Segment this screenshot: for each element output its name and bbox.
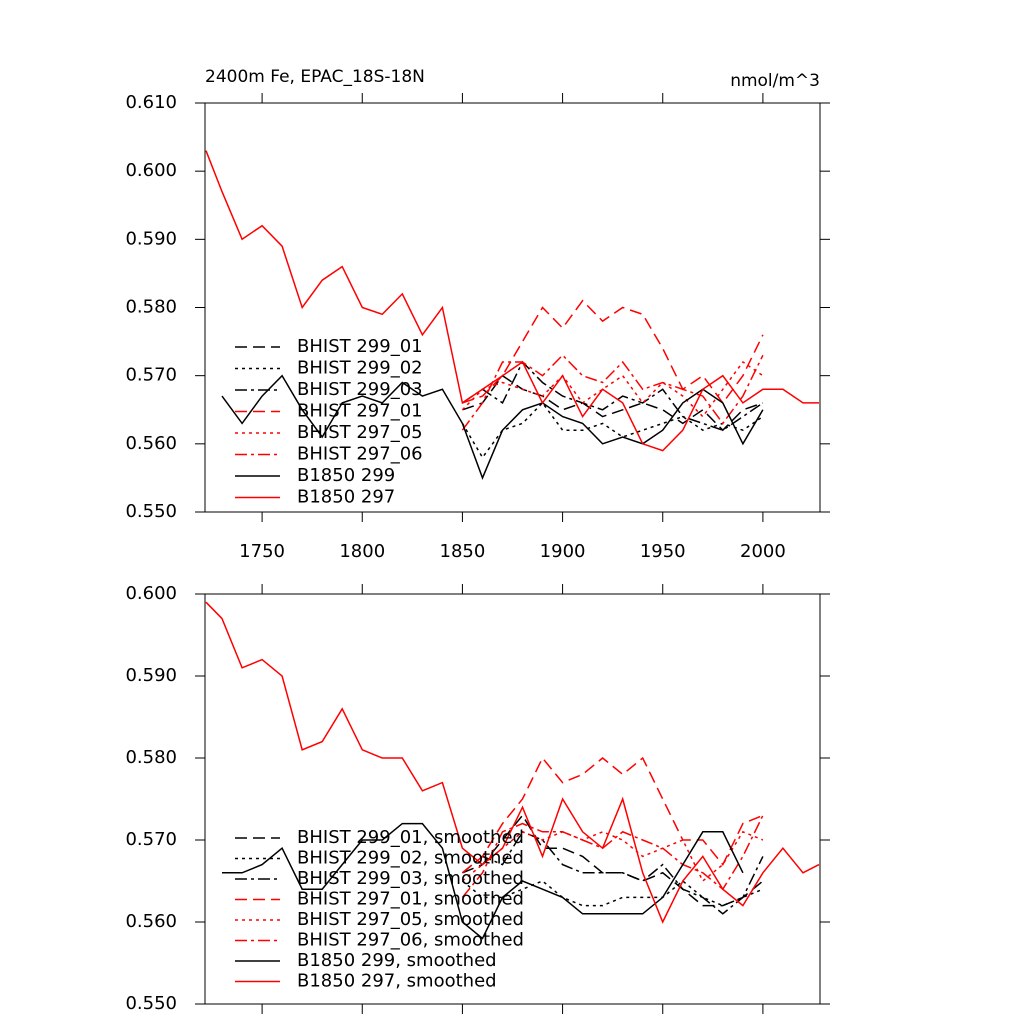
- x-tick-label: 1850: [440, 541, 486, 562]
- units-label: nmol/m^3: [730, 71, 820, 91]
- series-line: [461, 830, 764, 883]
- legend-label: BHIST 299_03: [297, 379, 423, 400]
- y-tick-label: 0.580: [125, 297, 177, 318]
- legend-label: BHIST 299_01, smoothed: [297, 827, 524, 848]
- legend-label: B1850 299, smoothed: [297, 950, 497, 971]
- y-tick-label: 0.560: [125, 911, 177, 932]
- legend-label: BHIST 297_06, smoothed: [297, 930, 524, 951]
- x-tick-label: 1950: [640, 541, 686, 562]
- x-tick-label: 1800: [339, 541, 385, 562]
- legend-label: BHIST 299_02, smoothed: [297, 848, 524, 869]
- y-tick-label: 0.560: [125, 433, 177, 454]
- legend-label: BHIST 297_05: [297, 422, 423, 443]
- series-line: [222, 822, 744, 940]
- y-tick-label: 0.590: [125, 228, 177, 249]
- chart-title: 2400m Fe, EPAC_18S-18N: [205, 67, 425, 87]
- y-tick-label: 0.550: [125, 993, 177, 1014]
- y-tick-label: 0.600: [125, 583, 177, 604]
- series-line: [461, 830, 764, 915]
- legend-label: BHIST 297_01: [297, 401, 423, 422]
- series-line: [205, 150, 819, 452]
- legend-label: BHIST 299_01: [297, 336, 423, 357]
- legend-label: BHIST 297_06: [297, 444, 423, 465]
- y-tick-label: 0.600: [125, 160, 177, 181]
- series-line: [461, 401, 764, 459]
- series-line: [461, 756, 764, 874]
- plot-frame: [204, 593, 821, 1005]
- legend-label: B1850 297, smoothed: [297, 971, 497, 992]
- series-line: [461, 360, 764, 418]
- y-tick-label: 0.590: [125, 665, 177, 686]
- legend-label: BHIST 297_01, smoothed: [297, 889, 524, 910]
- series-line: [205, 601, 820, 924]
- series-line: [462, 374, 764, 432]
- legend-label: B1850 297: [297, 487, 395, 508]
- series-line: [462, 299, 764, 405]
- series-line: [461, 360, 764, 432]
- x-tick-label: 2000: [740, 541, 786, 562]
- x-tick-label: 1750: [239, 541, 285, 562]
- legend-label: BHIST 297_05, smoothed: [297, 909, 524, 930]
- y-tick-label: 0.570: [125, 829, 177, 850]
- y-tick-label: 0.610: [125, 92, 177, 113]
- x-tick-label: 1900: [540, 541, 586, 562]
- y-tick-label: 0.580: [125, 747, 177, 768]
- y-tick-label: 0.550: [125, 501, 177, 522]
- legend-label: B1850 299: [297, 465, 395, 486]
- series-line: [461, 354, 764, 431]
- y-tick-label: 0.570: [125, 365, 177, 386]
- legend-label: BHIST 299_03, smoothed: [297, 868, 524, 889]
- legend-label: BHIST 299_02: [297, 358, 423, 379]
- series-line: [461, 880, 764, 907]
- series-line: [221, 374, 764, 480]
